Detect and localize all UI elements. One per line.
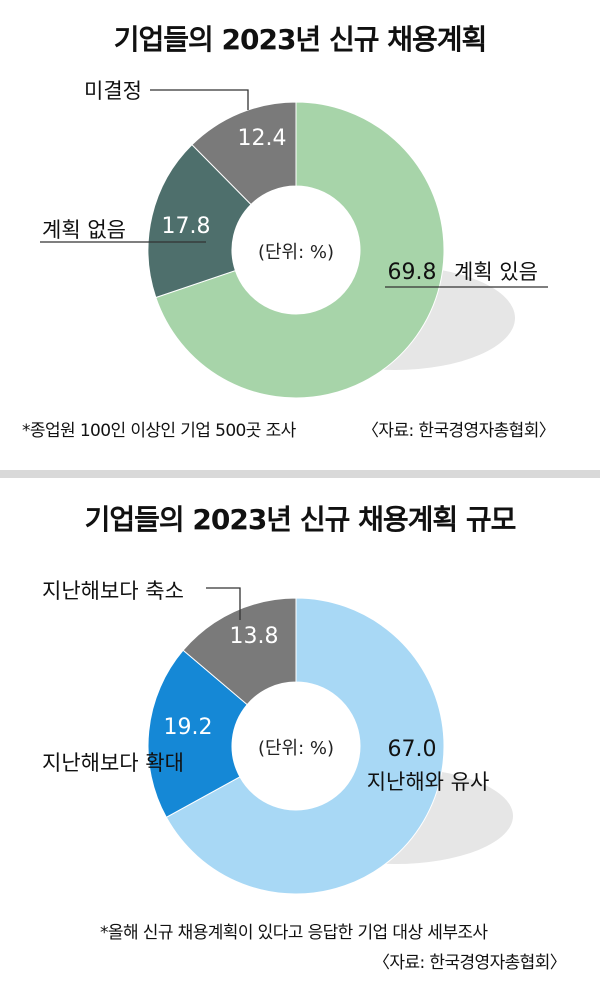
chart-1-unit-label: (단위: %) (258, 242, 334, 263)
label-increase: 지난해보다 확대 (42, 751, 184, 775)
chart-1-title: 기업들의 2023년 신규 채용계획 (113, 23, 488, 56)
label-no-plan: 계획 없음 (42, 218, 126, 242)
chart-2-source: 〈자료: 한국경영자총협회〉 (373, 953, 567, 973)
leader-line-decrease (206, 587, 241, 620)
chart-2-title: 기업들의 2023년 신규 채용계획 규모 (84, 503, 517, 536)
label-undecided: 미결정 (84, 79, 142, 103)
chart-1-source: 〈자료: 한국경영자총협회〉 (362, 421, 556, 441)
label-has-plan: 계획 있음 (454, 260, 538, 284)
value-has-plan: 69.8 (388, 260, 437, 285)
label-similar: 지난해와 유사 (367, 770, 490, 794)
donut-chart-1: (단위: %) 미결정 계획 없음 계획 있음 12.4 17.8 69.8 (40, 79, 548, 399)
value-decrease: 13.8 (230, 624, 279, 649)
donut-2-slice-1 (147, 649, 248, 818)
chart-panel-1: 기업들의 2023년 신규 채용계획 (단위: %) 미결정 계획 없음 계획 … (0, 0, 600, 470)
label-decrease: 지난해보다 축소 (42, 579, 184, 603)
leader-line-undecided (150, 89, 249, 110)
donut-1-slice-0 (155, 101, 445, 399)
value-no-plan: 17.8 (162, 214, 211, 239)
chart-panel-2: 기업들의 2023년 신규 채용계획 규모 (단위: %) 지난해보다 축소 지… (0, 478, 600, 989)
value-increase: 19.2 (164, 715, 213, 740)
value-undecided: 12.4 (238, 126, 287, 151)
donut-chart-2: (단위: %) 지난해보다 축소 지난해보다 확대 지난해와 유사 13.8 1… (42, 579, 513, 895)
donut-1-hole (232, 186, 360, 314)
section-divider (0, 470, 600, 478)
value-similar: 67.0 (388, 737, 437, 762)
donut-2-hole (232, 682, 360, 810)
chart-2-unit-label: (단위: %) (258, 738, 334, 759)
chart-1-footnote: *종업원 100인 이상인 기업 500곳 조사 (22, 421, 296, 441)
chart-2-footnote: *올해 신규 채용계획이 있다고 응답한 기업 대상 세부조사 (100, 923, 488, 943)
